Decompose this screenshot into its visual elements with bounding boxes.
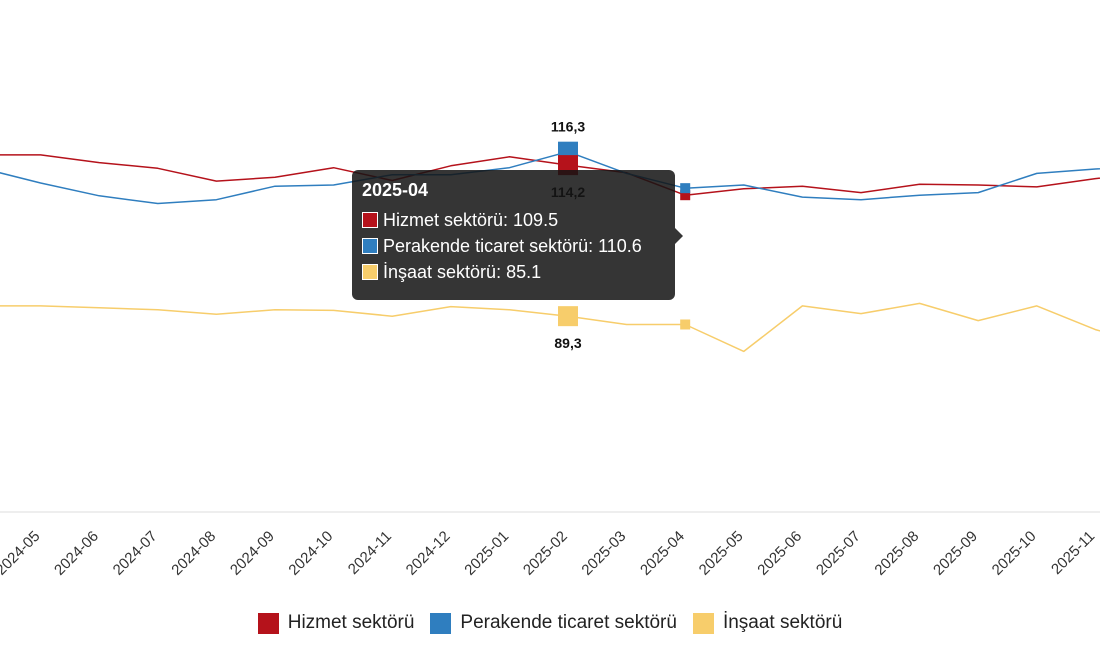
tooltip-row: Hizmet sektörü: 109.5 xyxy=(362,207,665,233)
x-tick-label: 2024-05 xyxy=(0,528,43,579)
tooltip-row: Perakende ticaret sektörü: 110.6 xyxy=(362,233,665,259)
hover-point-marker xyxy=(680,183,691,194)
x-tick-label: 2025-07 xyxy=(813,528,864,579)
legend-swatch xyxy=(430,612,452,634)
x-tick-label: 2024-12 xyxy=(403,528,454,579)
x-tick-label: 2025-01 xyxy=(461,528,512,579)
highlighted-point-marker xyxy=(558,306,578,327)
chart-legend: Hizmet sektörü Perakende ticaret sektörü İ… xyxy=(0,608,1100,638)
x-tick-label: 2025-06 xyxy=(754,528,805,579)
x-tick-label: 2024-08 xyxy=(168,528,219,579)
tooltip-row: İnşaat sektörü: 85.1 xyxy=(362,259,665,285)
x-tick-label: 2025-04 xyxy=(637,528,688,579)
x-tick-label: 2025-02 xyxy=(520,528,571,579)
legend-label: Hizmet sektörü xyxy=(287,612,415,633)
tooltip-row-text: Hizmet sektörü: 109.5 xyxy=(383,210,559,230)
x-tick-label: 2024-09 xyxy=(227,528,278,579)
tooltip-title: 2025-04 xyxy=(362,180,429,200)
x-tick-label: 2025-03 xyxy=(578,528,629,579)
x-tick-label: 2025-10 xyxy=(989,528,1040,579)
tooltip-swatch xyxy=(362,212,378,228)
x-tick-label: 2024-10 xyxy=(285,528,336,579)
chart-tooltip: 2025-04 Hizmet sektörü: 109.5 Perakende t… xyxy=(352,170,683,300)
series-line-3 xyxy=(0,302,1100,353)
tooltip-row-text: Perakende ticaret sektörü: 110.6 xyxy=(383,236,642,256)
hover-point-marker xyxy=(680,319,691,330)
x-tick-label: 2024-07 xyxy=(110,528,161,579)
x-tick-label: 2025-11 xyxy=(1048,528,1098,578)
legend-label: Perakende ticaret sektörü xyxy=(460,612,677,633)
data-label: 89,3 xyxy=(554,335,581,351)
legend-item[interactable]: Perakende ticaret sektörü xyxy=(430,612,677,634)
legend-label: İnşaat sektörü xyxy=(722,612,843,633)
data-label: 116,3 xyxy=(551,119,585,135)
x-tick-label: 2025-05 xyxy=(696,528,747,579)
legend-swatch xyxy=(692,612,714,634)
x-tick-label: 2024-06 xyxy=(51,528,102,579)
x-tick-label: 2024-11 xyxy=(345,528,395,578)
hover-point-marker xyxy=(680,190,691,201)
tooltip-swatch xyxy=(362,264,378,280)
line-chart: 2024-05 2024-06 2024-07 2024-08 2024-09 2024-… xyxy=(0,119,1100,579)
tooltip-row-text: İnşaat sektörü: 85.1 xyxy=(383,262,542,282)
legend-item[interactable]: Hizmet sektörü xyxy=(257,612,415,634)
tooltip-swatch xyxy=(362,238,378,254)
legend-swatch xyxy=(257,612,279,634)
legend-item[interactable]: İnşaat sektörü xyxy=(692,612,843,634)
x-tick-label: 2025-09 xyxy=(930,528,981,579)
x-tick-label: 2025-08 xyxy=(871,528,922,579)
